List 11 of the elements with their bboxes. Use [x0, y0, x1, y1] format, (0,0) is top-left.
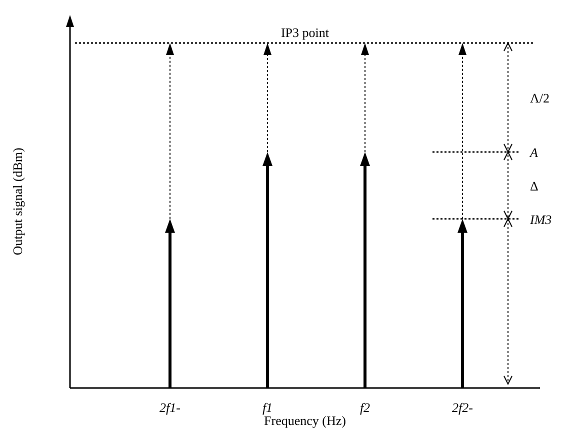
text: A — [529, 145, 538, 160]
text: IP3 point — [280, 25, 330, 40]
x-axis-title: Frequency (Hz) — [264, 413, 346, 428]
annotation: Δ — [530, 178, 538, 194]
x-tick-label: f2 — [360, 400, 371, 415]
x-tick-label: f1 — [262, 400, 273, 415]
text: Λ/2 — [530, 90, 550, 106]
x-tick-label: 2f2- — [452, 400, 473, 415]
y-axis-title: Output signal (dBm) — [10, 148, 25, 256]
x-tick-label: 2f1- — [160, 400, 180, 415]
annotation: IM3 — [529, 212, 552, 227]
